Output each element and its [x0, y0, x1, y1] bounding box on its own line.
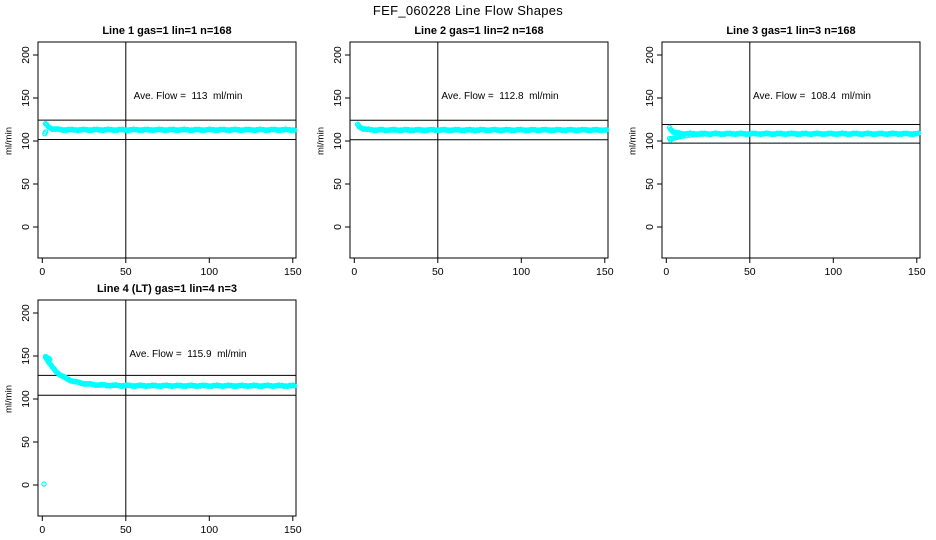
x-tick-label: 150: [284, 266, 302, 278]
avg-flow-annotation: Ave. Flow = 115.9 ml/min: [129, 349, 246, 360]
y-tick-label: 0: [20, 482, 32, 488]
y-tick-label: 150: [20, 347, 32, 365]
x-tick-label: 0: [663, 266, 669, 278]
plot-box: [37, 299, 297, 517]
chart-panel-line-2: Line 2 gas=1 lin=2 n=168 0 50 100 150 0 50 100 1…: [312, 18, 624, 282]
plot-box: [349, 41, 609, 259]
panel-title: Line 4 (LT) gas=1 lin=4 n=3: [97, 283, 237, 295]
data-points: [666, 124, 922, 143]
x-tick-label: 0: [39, 266, 45, 278]
chart-panel-line-3: Line 3 gas=1 lin=3 n=168 0 50 100 150 0 50 100 1…: [624, 18, 936, 282]
y-tick-label: 0: [644, 224, 656, 230]
y-axis-label: ml/min: [4, 385, 15, 413]
chart-svg: Line 2 gas=1 lin=2 n=168 0 50 100 150 0 50 100 1…: [316, 25, 614, 278]
x-tick-label: 50: [744, 266, 756, 278]
chart-panel-line-4: Line 4 (LT) gas=1 lin=4 n=3 0 50 100 150 0 50 1…: [0, 276, 312, 540]
x-tick-label: 50: [432, 266, 444, 278]
data-points: [354, 121, 610, 134]
y-tick-label: 200: [20, 304, 32, 322]
x-tick-label: 50: [120, 266, 132, 278]
y-tick-label: 100: [644, 132, 656, 150]
chart-svg: Line 3 gas=1 lin=3 n=168 0 50 100 150 0 50 100 1…: [628, 25, 926, 278]
x-tick-label: 150: [596, 266, 614, 278]
chart-svg: Line 4 (LT) gas=1 lin=4 n=3 0 50 100 150 0 50 1…: [4, 283, 302, 536]
y-tick-label: 150: [20, 89, 32, 107]
y-tick-label: 0: [20, 224, 32, 230]
y-tick-label: 50: [644, 178, 656, 190]
x-tick-label: 100: [513, 266, 531, 278]
y-tick-label: 200: [20, 46, 32, 64]
avg-flow-annotation: Ave. Flow = 112.8 ml/min: [441, 91, 558, 102]
y-axis-label: ml/min: [316, 127, 327, 155]
y-tick-label: 50: [20, 178, 32, 190]
y-tick-label: 150: [332, 89, 344, 107]
x-tick-label: 0: [39, 524, 45, 536]
x-tick-label: 0: [351, 266, 357, 278]
panel-title: Line 1 gas=1 lin=1 n=168: [102, 25, 231, 37]
data-points: [41, 353, 298, 487]
panel-title: Line 2 gas=1 lin=2 n=168: [414, 25, 543, 37]
x-tick-label: 100: [825, 266, 843, 278]
panel-title: Line 3 gas=1 lin=3 n=168: [726, 25, 855, 37]
x-tick-label: 50: [120, 524, 132, 536]
y-tick-label: 100: [20, 390, 32, 408]
y-tick-label: 200: [644, 46, 656, 64]
y-tick-label: 0: [332, 224, 344, 230]
x-tick-label: 150: [908, 266, 926, 278]
chart-svg: Line 1 gas=1 lin=1 n=168 0 50 100 150 0 50 100 1…: [4, 25, 302, 278]
y-tick-label: 50: [332, 178, 344, 190]
x-tick-label: 150: [284, 524, 302, 536]
y-axis-label: ml/min: [628, 127, 639, 155]
y-tick-label: 50: [20, 436, 32, 448]
avg-flow-annotation: Ave. Flow = 113 ml/min: [134, 91, 243, 102]
y-tick-label: 200: [332, 46, 344, 64]
y-tick-label: 100: [20, 132, 32, 150]
x-tick-label: 100: [201, 524, 219, 536]
y-tick-label: 100: [332, 132, 344, 150]
data-points: [42, 120, 298, 137]
y-tick-label: 150: [644, 89, 656, 107]
avg-flow-annotation: Ave. Flow = 108.4 ml/min: [753, 91, 871, 102]
chart-panel-line-1: Line 1 gas=1 lin=1 n=168 0 50 100 150 0 50 100 1…: [0, 18, 312, 282]
plot-box: [661, 41, 921, 259]
y-axis-label: ml/min: [4, 127, 15, 155]
main-title: FEF_060228 Line Flow Shapes: [372, 3, 564, 18]
plot-box: [37, 41, 297, 259]
x-tick-label: 100: [201, 266, 219, 278]
